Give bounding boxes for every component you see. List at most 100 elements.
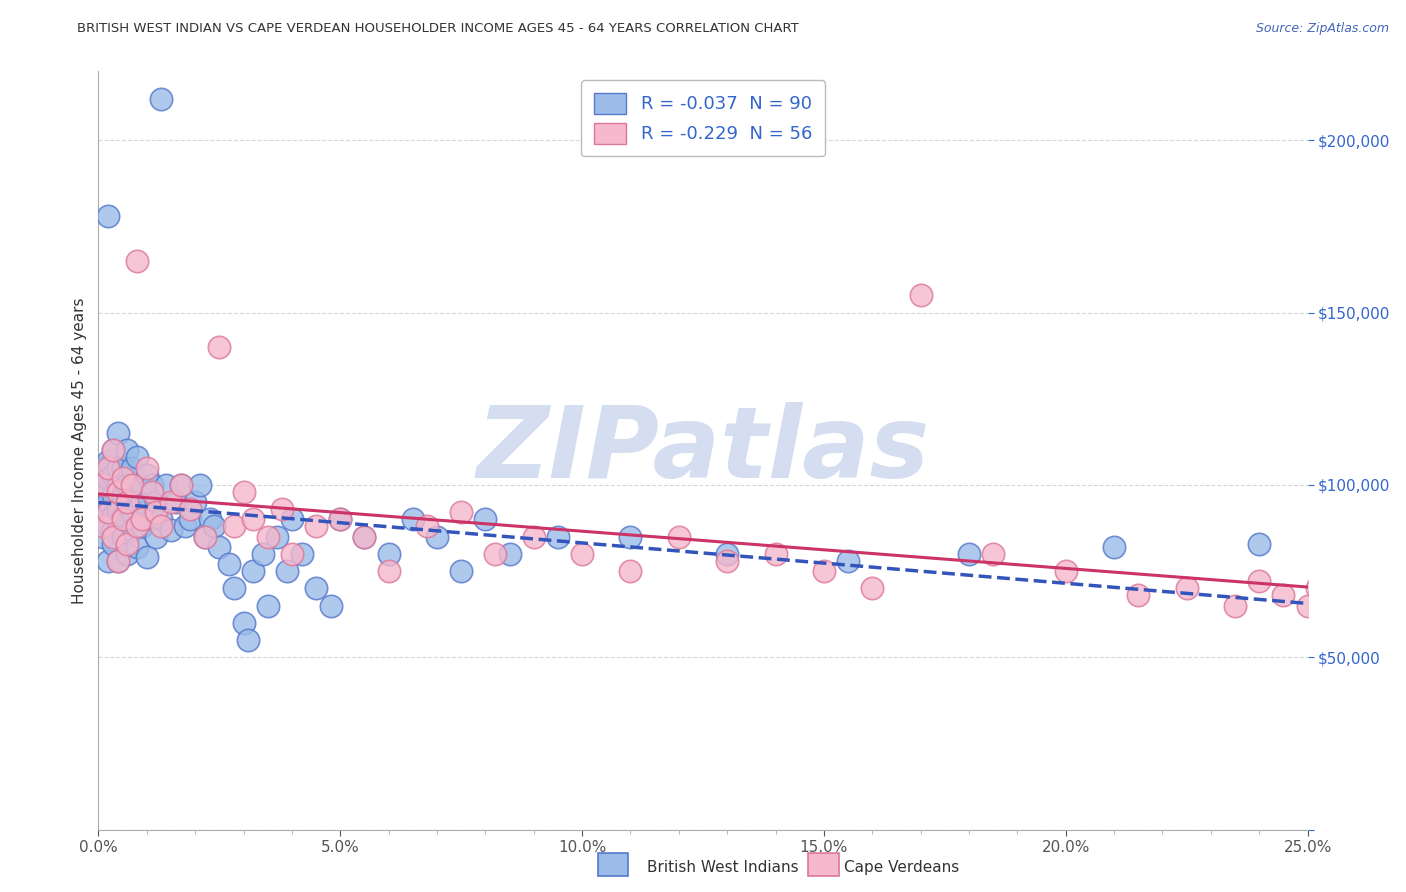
Point — [450, 564, 472, 578]
Point — [117, 547, 139, 561]
Point — [981, 547, 1004, 561]
Point — [121, 506, 143, 520]
Point — [141, 478, 163, 492]
Point — [256, 530, 278, 544]
Point — [141, 512, 163, 526]
Point — [619, 530, 641, 544]
Point — [101, 488, 124, 502]
Point — [127, 540, 149, 554]
Point — [145, 506, 167, 520]
Y-axis label: Householder Income Ages 45 - 64 years: Householder Income Ages 45 - 64 years — [72, 297, 87, 604]
Point — [329, 512, 352, 526]
Point — [305, 519, 328, 533]
Point — [107, 554, 129, 568]
Point — [377, 564, 399, 578]
Point — [813, 564, 835, 578]
Legend: R = -0.037  N = 90, R = -0.229  N = 56: R = -0.037 N = 90, R = -0.229 N = 56 — [581, 80, 825, 156]
Text: British West Indians: British West Indians — [647, 860, 799, 874]
Point — [91, 530, 114, 544]
Point — [91, 519, 114, 533]
Point — [131, 495, 153, 509]
Point — [266, 530, 288, 544]
Point — [97, 209, 120, 223]
Point — [1272, 588, 1295, 602]
Point — [121, 460, 143, 475]
Point — [91, 478, 114, 492]
Point — [1223, 599, 1246, 613]
Point — [131, 519, 153, 533]
Text: ZIPatlas: ZIPatlas — [477, 402, 929, 499]
Point — [179, 502, 201, 516]
Point — [198, 512, 221, 526]
Point — [107, 426, 129, 441]
Point — [97, 506, 120, 520]
Point — [107, 484, 129, 499]
Point — [208, 540, 231, 554]
Point — [571, 547, 593, 561]
Point — [121, 523, 143, 537]
Point — [426, 530, 449, 544]
Point — [97, 484, 120, 499]
Point — [1054, 564, 1077, 578]
Point — [523, 530, 546, 544]
Point — [91, 478, 114, 492]
Point — [160, 495, 183, 509]
Point — [238, 633, 260, 648]
Point — [169, 478, 191, 492]
Point — [174, 519, 197, 533]
Point — [765, 547, 787, 561]
Point — [107, 554, 129, 568]
Point — [837, 554, 859, 568]
Point — [107, 516, 129, 530]
Point — [97, 554, 120, 568]
Point — [97, 495, 120, 509]
Point — [305, 582, 328, 596]
Point — [716, 554, 738, 568]
Point — [111, 530, 134, 544]
Point — [232, 484, 254, 499]
Point — [402, 512, 425, 526]
Point — [107, 502, 129, 516]
Point — [1306, 582, 1329, 596]
Point — [117, 495, 139, 509]
Point — [91, 460, 114, 475]
Point — [117, 478, 139, 492]
Point — [1102, 540, 1125, 554]
Point — [194, 530, 217, 544]
Point — [204, 519, 226, 533]
Point — [179, 512, 201, 526]
Point — [97, 519, 120, 533]
Point — [101, 443, 124, 458]
Text: Cape Verdeans: Cape Verdeans — [844, 860, 959, 874]
Point — [194, 530, 217, 544]
Point — [111, 471, 134, 485]
Point — [97, 460, 120, 475]
Point — [242, 564, 264, 578]
Point — [101, 530, 124, 544]
Point — [1128, 588, 1150, 602]
Point — [107, 478, 129, 492]
Point — [619, 564, 641, 578]
Point — [184, 495, 207, 509]
Point — [474, 512, 496, 526]
Point — [256, 599, 278, 613]
Text: Source: ZipAtlas.com: Source: ZipAtlas.com — [1256, 22, 1389, 36]
Point — [111, 488, 134, 502]
Point — [155, 478, 177, 492]
Point — [160, 523, 183, 537]
Point — [547, 530, 569, 544]
Point — [319, 599, 342, 613]
Point — [281, 512, 304, 526]
Point — [117, 495, 139, 509]
Point — [131, 478, 153, 492]
Point — [131, 512, 153, 526]
Point — [135, 550, 157, 565]
Point — [127, 450, 149, 465]
Point — [150, 92, 173, 106]
Point — [860, 582, 883, 596]
Point — [329, 512, 352, 526]
Point — [271, 502, 294, 516]
Point — [145, 530, 167, 544]
Point — [141, 484, 163, 499]
Point — [101, 536, 124, 550]
